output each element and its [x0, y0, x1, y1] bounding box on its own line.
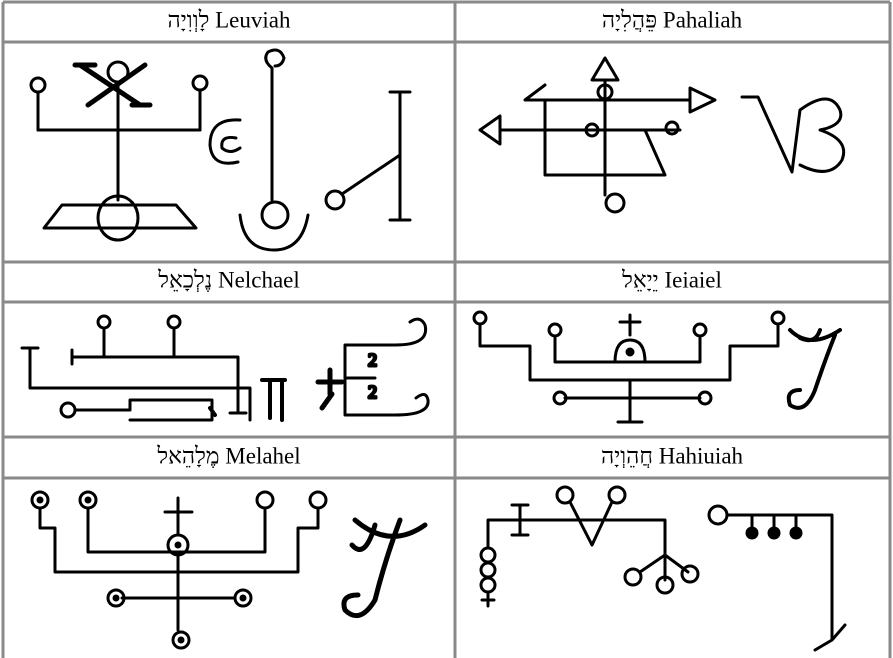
sigil: [472, 310, 842, 424]
sigil: [478, 56, 846, 214]
angel-name: מֶלָהֵאל Melahel: [156, 443, 300, 468]
sigil: [30, 490, 428, 650]
sigil: 2 2: [20, 314, 430, 422]
sigil: [29, 48, 412, 252]
angel-name: נֶלְכָאֵל Nelchael: [157, 267, 300, 292]
glyph: 2: [368, 350, 377, 370]
glyph: 2: [368, 382, 377, 402]
angel-name: פֵּהֲלִיָה Pahaliah: [602, 7, 743, 32]
angel-name: לָוְוִיָה Leuviah: [168, 7, 291, 32]
sigil: [479, 485, 847, 652]
angel-name: חֲהֵוְיָה Hahiuiah: [601, 443, 744, 468]
angel-name: יֵיָאֵל Ieiaiel: [621, 267, 722, 292]
